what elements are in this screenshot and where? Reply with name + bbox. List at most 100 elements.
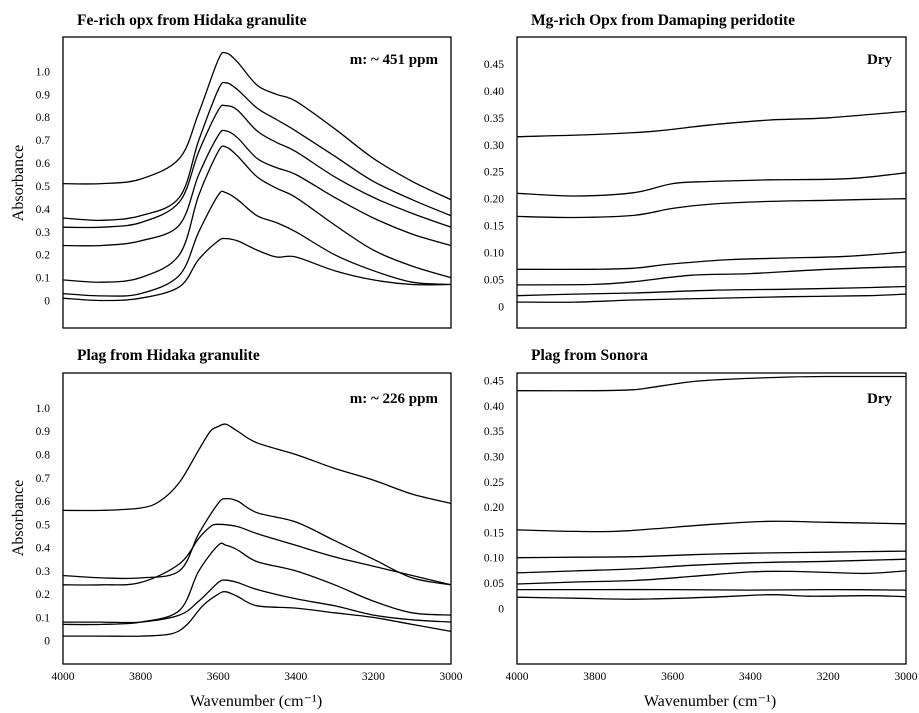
y-tick-label: 0.25 [484, 167, 504, 179]
y-tick-label: 0.7 [36, 473, 51, 485]
y-tick-label: 0.9 [36, 89, 51, 101]
spectrum-line-7 [62, 237, 452, 302]
y-tick-label: 0.15 [484, 221, 504, 233]
x-tick-label: 3800 [129, 671, 152, 683]
y-tick-label: 0 [44, 636, 50, 648]
x-tick-label: 3200 [817, 671, 840, 683]
x-tick-label: 3400 [284, 671, 307, 683]
panel-annotation: m: ~ 451 ppm [350, 52, 439, 68]
plot-frame [62, 36, 452, 329]
panel-title: Fe-rich opx from Hidaka granulite [77, 12, 307, 29]
y-tick-labels: 0 0.1 0.2 0.3 0.4 0.5 0.6 0.7 0.8 0.9 1.0 [36, 66, 51, 307]
spectrum-line-7 [516, 293, 907, 303]
panel-annotation: m: ~ 226 ppm [350, 391, 439, 407]
y-tick-label: 0.5 [36, 181, 51, 193]
x-tick-label: 3800 [583, 671, 606, 683]
x-tick-label: 3200 [362, 671, 385, 683]
y-tick-label: 0.10 [484, 553, 504, 565]
y-axis-title-bottom: Absorbance [10, 480, 27, 556]
spectrum-line-6 [516, 285, 907, 297]
y-tick-label: 0.30 [484, 140, 504, 152]
y-tick-label: 0.35 [484, 113, 504, 125]
spectrum-line-4 [62, 542, 452, 626]
spectra [62, 51, 452, 302]
spectrum-line-7 [516, 594, 907, 600]
panel-annotation: Dry [867, 391, 892, 407]
y-tick-label: 0.9 [36, 426, 51, 438]
y-tick-label: 0.3 [36, 227, 51, 239]
spectrum-line-3 [62, 523, 452, 586]
y-tick-label: 0.5 [36, 519, 51, 531]
y-tick-label: 0.45 [484, 59, 504, 71]
x-tick-label: 3600 [207, 671, 230, 683]
spectra [62, 423, 452, 637]
y-tick-labels: 0 0.05 0.10 0.15 0.20 0.25 0.30 0.35 0.40 0.45 [484, 376, 504, 616]
y-tick-label: 0.1 [36, 273, 51, 285]
spectrum-line-4 [516, 251, 907, 270]
y-tick-label: 0.2 [36, 589, 51, 601]
y-axis-title-top: Absorbance [10, 145, 27, 221]
panel-plag-sonora: Plag from Sonora Dry 0 0.05 0.10 0.15 0.20 0.… [484, 347, 918, 683]
panel-title: Mg-rich Opx from Damaping peridotite [531, 12, 795, 29]
y-tick-label: 0.30 [484, 452, 504, 464]
y-tick-label: 0.4 [36, 543, 51, 555]
x-tick-label: 3600 [661, 671, 684, 683]
spectrum-line-5 [63, 579, 452, 624]
y-tick-label: 0.25 [484, 477, 504, 489]
panel-plag-hidaka: Plag from Hidaka granulite m: ~ 226 ppm … [36, 347, 463, 683]
x-tick-label: 3000 [895, 671, 918, 683]
x-tick-labels: 4000 3800 3600 3400 3200 3000 [506, 671, 918, 683]
y-tick-label: 1.0 [36, 66, 51, 78]
y-tick-label: 0.7 [36, 135, 51, 147]
y-tick-labels: 0 0.05 0.10 0.15 0.20 0.25 0.30 0.35 0.40 0.45 [484, 59, 504, 314]
spectrum-line-5 [516, 265, 907, 286]
spectrum-line-5 [516, 570, 907, 585]
y-tick-label: 0.05 [484, 578, 504, 590]
y-tick-label: 0.40 [484, 86, 504, 98]
spectrum-line-2 [62, 497, 452, 586]
y-tick-label: 0.20 [484, 502, 504, 514]
spectrum-line-6 [62, 190, 452, 297]
y-tick-label: 0 [498, 301, 504, 313]
x-tick-label: 4000 [52, 671, 75, 683]
spectra [516, 375, 907, 600]
y-tick-label: 0.10 [484, 248, 504, 260]
x-axis-title-left: Wavenumber (cm⁻¹) [190, 693, 322, 710]
spectrum-line-1 [62, 423, 452, 512]
y-tick-label: 0.8 [36, 112, 51, 124]
spectrum-line-4 [516, 558, 907, 574]
y-tick-label: 0.20 [484, 194, 504, 206]
panel-mg-rich-opx: Mg-rich Opx from Damaping peridotite Dry… [484, 12, 907, 329]
x-tick-labels: 4000 3800 3600 3400 3200 3000 [52, 671, 463, 683]
y-tick-label: 0.8 [36, 449, 51, 461]
y-tick-label: 0.4 [36, 204, 51, 216]
y-tick-label: 0.40 [484, 401, 504, 413]
spectrum-line-6 [63, 591, 452, 637]
spectrum-line-2 [516, 172, 907, 197]
spectrum-line-2 [516, 520, 907, 533]
spectrum-line-1 [516, 110, 907, 138]
spectrum-line-3 [516, 198, 907, 219]
y-tick-label: 0.6 [36, 158, 51, 170]
panel-title: Plag from Sonora [531, 347, 648, 364]
x-axis-title-right: Wavenumber (cm⁻¹) [644, 693, 776, 710]
y-tick-labels: 0 0.1 0.2 0.3 0.4 0.5 0.6 0.7 0.8 0.9 1.0 [36, 403, 51, 648]
y-tick-label: 0.6 [36, 496, 51, 508]
y-tick-label: 0.05 [484, 275, 504, 287]
y-tick-label: 1.0 [36, 403, 51, 415]
spectrum-line-6 [516, 588, 907, 591]
spectrum-line-1 [516, 375, 906, 392]
y-tick-label: 0.3 [36, 566, 51, 578]
y-tick-label: 0.35 [484, 426, 504, 438]
x-tick-label: 3400 [739, 671, 762, 683]
plot-frame [516, 372, 907, 665]
y-tick-label: 0.2 [36, 250, 51, 262]
y-tick-label: 0.15 [484, 527, 504, 539]
spectrum-line-1 [62, 51, 452, 201]
x-tick-label: 4000 [506, 671, 529, 683]
y-tick-label: 0.45 [484, 376, 504, 388]
panel-annotation: Dry [867, 52, 892, 68]
spectrum-line-4 [62, 129, 452, 247]
y-tick-label: 0 [44, 296, 50, 308]
